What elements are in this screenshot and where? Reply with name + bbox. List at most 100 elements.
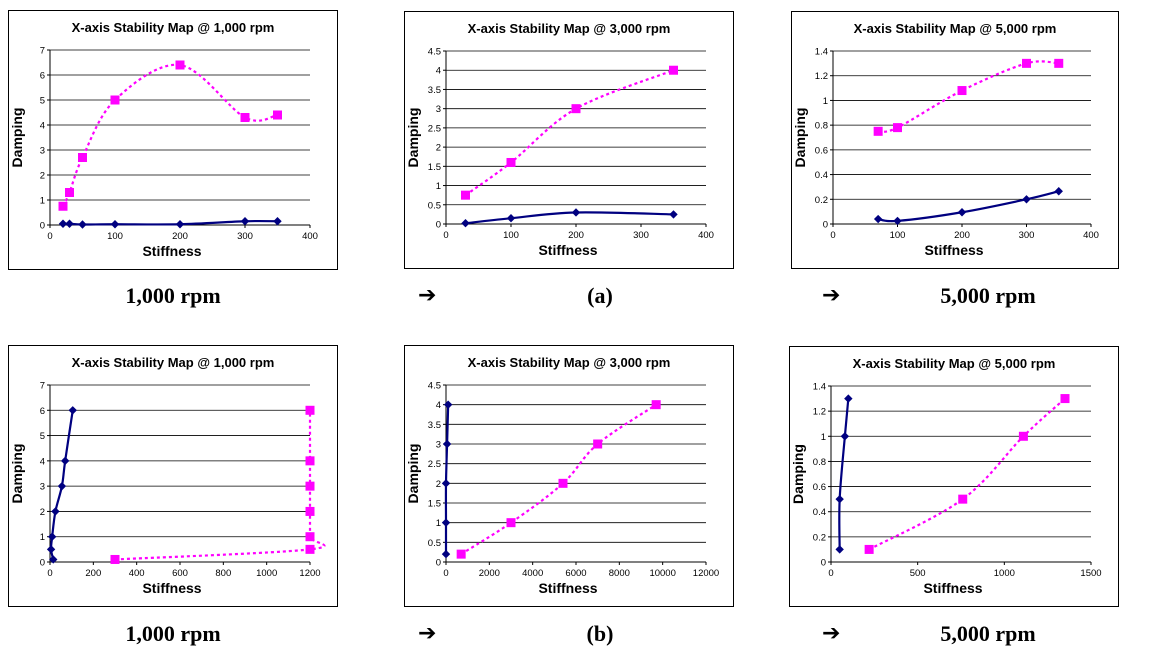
x-tick-label: 0	[443, 230, 448, 241]
y-tick-label: 1.4	[815, 47, 828, 58]
y-tick-label: 4	[40, 456, 45, 467]
y-tick-label: 0	[40, 558, 45, 569]
data-point-square	[864, 544, 874, 554]
y-tick-label: 3	[40, 482, 45, 493]
chart-panel-3: X-axis Stability Map @ 5,000 rpm 0 0.2 0.4 0…	[791, 11, 1119, 269]
y-tick-label: 1	[821, 432, 826, 443]
data-point-square	[175, 60, 185, 70]
x-tick-label: 200	[172, 231, 188, 242]
data-point-square	[456, 549, 466, 559]
stability-chart-5000rpm-a: X-axis Stability Map @ 5,000 rpm 0 0.2 0.4 0…	[791, 11, 1119, 269]
data-point-diamond	[957, 208, 967, 217]
data-point-square	[58, 201, 68, 211]
y-tick-label: 0	[436, 220, 441, 231]
y-tick-label: 0.4	[813, 507, 826, 518]
x-tick-label: 400	[1083, 230, 1099, 241]
series-line-dashed	[868, 397, 1066, 551]
arrow-right-icon: ➔	[418, 283, 437, 308]
chart-title: X-axis Stability Map @ 5,000 rpm	[854, 21, 1057, 36]
x-axis-label: Stiffness	[538, 242, 597, 258]
x-tick-label: 200	[85, 568, 101, 579]
y-tick-label: 1	[436, 518, 441, 529]
series-line-solid	[465, 211, 674, 225]
data-point-square	[305, 456, 315, 466]
y-axis-label: Damping	[9, 108, 25, 168]
data-point-diamond	[68, 406, 77, 415]
data-point-square	[958, 494, 968, 504]
x-tick-label: 6000	[565, 568, 586, 579]
x-tick-label: 200	[954, 230, 970, 241]
y-tick-label: 0	[821, 558, 826, 569]
y-tick-label: 0.5	[428, 200, 441, 211]
x-axis-label: Stiffness	[142, 243, 201, 259]
arrow-right-icon: ➔	[822, 283, 841, 308]
y-tick-label: 0.6	[813, 482, 826, 493]
x-tick-label: 2000	[479, 568, 500, 579]
x-axis-label: Stiffness	[924, 242, 983, 258]
data-point-square	[273, 110, 282, 120]
y-tick-label: 3	[436, 440, 441, 451]
data-point-square	[1054, 58, 1064, 68]
y-tick-label: 3.5	[428, 420, 441, 431]
data-point-diamond	[1022, 195, 1031, 204]
x-tick-label: 400	[129, 568, 145, 579]
x-tick-label: 0	[47, 568, 52, 579]
y-tick-label: 1	[823, 96, 828, 107]
y-tick-label: 1.2	[813, 407, 826, 418]
data-point-square	[305, 544, 315, 554]
chart-frame	[789, 346, 1119, 607]
y-tick-label: 0.8	[815, 121, 828, 132]
data-point-diamond	[506, 214, 516, 223]
y-tick-label: 0	[40, 221, 45, 232]
caption-row1-mid: (a)	[587, 283, 613, 308]
y-tick-label: 5	[40, 431, 45, 442]
data-point-square	[78, 153, 87, 162]
data-point-diamond	[669, 210, 678, 219]
y-tick-label: 1.2	[815, 71, 828, 82]
y-tick-label: 0.8	[813, 457, 826, 468]
data-point-square	[893, 123, 902, 133]
y-tick-label: 4	[40, 121, 45, 132]
data-point-diamond	[1054, 187, 1063, 196]
y-tick-label: 2	[40, 171, 45, 182]
series-line-dashed	[114, 410, 326, 561]
x-tick-label: 200	[568, 230, 584, 241]
y-tick-label: 1	[40, 532, 45, 543]
data-point-diamond	[240, 217, 250, 226]
y-tick-label: 1.4	[813, 382, 826, 393]
series-line-solid	[838, 398, 850, 550]
x-tick-label: 400	[302, 231, 318, 242]
data-point-square	[110, 95, 120, 105]
stability-chart-3000rpm-b: X-axis Stability Map @ 3,000 rpm 0 0.5 1 1.5…	[404, 345, 734, 607]
x-tick-label: 4000	[522, 568, 543, 579]
data-point-square	[1018, 431, 1028, 441]
data-point-diamond	[110, 220, 120, 229]
y-tick-label: 6	[40, 406, 45, 417]
y-tick-label: 2	[436, 143, 441, 154]
series-line-dashed	[464, 69, 674, 197]
data-point-diamond	[893, 216, 902, 226]
y-tick-label: 6	[40, 71, 45, 82]
y-tick-label: 3	[436, 104, 441, 115]
y-tick-label: 0	[823, 220, 828, 231]
y-axis-label: Damping	[792, 108, 808, 168]
data-point-square	[461, 190, 470, 200]
data-point-square	[506, 157, 516, 167]
y-tick-label: 0	[436, 558, 441, 569]
data-point-diamond	[60, 456, 70, 466]
x-tick-label: 300	[1019, 230, 1035, 241]
chart-title: X-axis Stability Map @ 1,000 rpm	[72, 355, 275, 370]
x-tick-label: 1500	[1080, 568, 1101, 579]
x-tick-label: 10000	[649, 568, 675, 579]
x-tick-label: 600	[172, 568, 188, 579]
chart-title: X-axis Stability Map @ 3,000 rpm	[468, 21, 671, 36]
stability-chart-1000rpm-a: X-axis Stability Map @ 1,000 rpm 0 1 2 3 4 5 6 7…	[8, 10, 338, 270]
x-tick-label: 400	[698, 230, 714, 241]
chart-title: X-axis Stability Map @ 3,000 rpm	[468, 355, 671, 370]
data-point-square	[957, 86, 967, 96]
x-tick-label: 8000	[609, 568, 630, 579]
chart-panel-5: X-axis Stability Map @ 3,000 rpm 0 0.5 1 1.5…	[404, 345, 734, 607]
series-line-dashed	[877, 60, 1059, 133]
arrow-right-icon: ➔	[822, 621, 841, 646]
data-point-square	[873, 126, 883, 136]
